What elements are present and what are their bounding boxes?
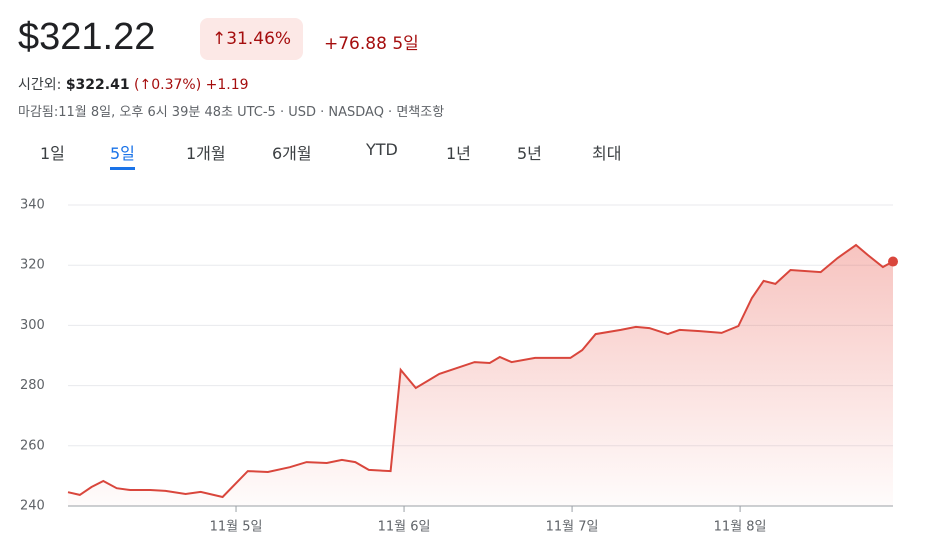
y-tick-label: 300: [20, 318, 45, 333]
tab[interactable]: YTD: [366, 140, 398, 159]
y-tick-label: 240: [20, 499, 45, 514]
x-tick-label: 11월 8일: [714, 520, 767, 535]
y-tick-label: 320: [20, 258, 45, 273]
last-point: [888, 256, 898, 267]
tab[interactable]: 6개월: [272, 144, 312, 163]
y-tick-label: 280: [20, 378, 45, 393]
meta: 마감됨:11월 8일, 오후 6시 39분 48초 UTC-5 · USD · …: [18, 105, 445, 120]
x-tick-label: 11월 6일: [378, 520, 431, 535]
tab[interactable]: 최대: [592, 144, 622, 163]
y-tick-label: 260: [20, 438, 45, 453]
tab[interactable]: 1년: [446, 144, 471, 163]
change-badge: ↑31.46%: [200, 18, 304, 60]
after-hours-change: +1.19: [205, 77, 249, 93]
period: 5일: [392, 34, 419, 54]
tab[interactable]: 1일: [40, 144, 65, 163]
tab[interactable]: 5년: [517, 144, 542, 163]
after-hours-price: $322.41: [65, 77, 130, 93]
y-tick-label: 340: [20, 198, 45, 213]
after-hours-pct: (↑0.37%): [134, 77, 202, 93]
after-hours: 시간외: $322.41 (↑0.37%) +1.19: [18, 74, 249, 94]
price-line: [67, 243, 894, 499]
area: [68, 245, 893, 506]
x-tick-label: 11월 7일: [546, 520, 599, 535]
x-tick-label: 11월 5일: [210, 520, 263, 535]
after-hours-label: 시간외:: [18, 77, 62, 93]
change: +76.88 5일: [324, 29, 419, 54]
tab[interactable]: 1개월: [186, 144, 226, 163]
tab[interactable]: 5일: [110, 140, 135, 170]
change-amount: +76.88: [324, 34, 387, 54]
price: $321.22: [18, 16, 156, 58]
